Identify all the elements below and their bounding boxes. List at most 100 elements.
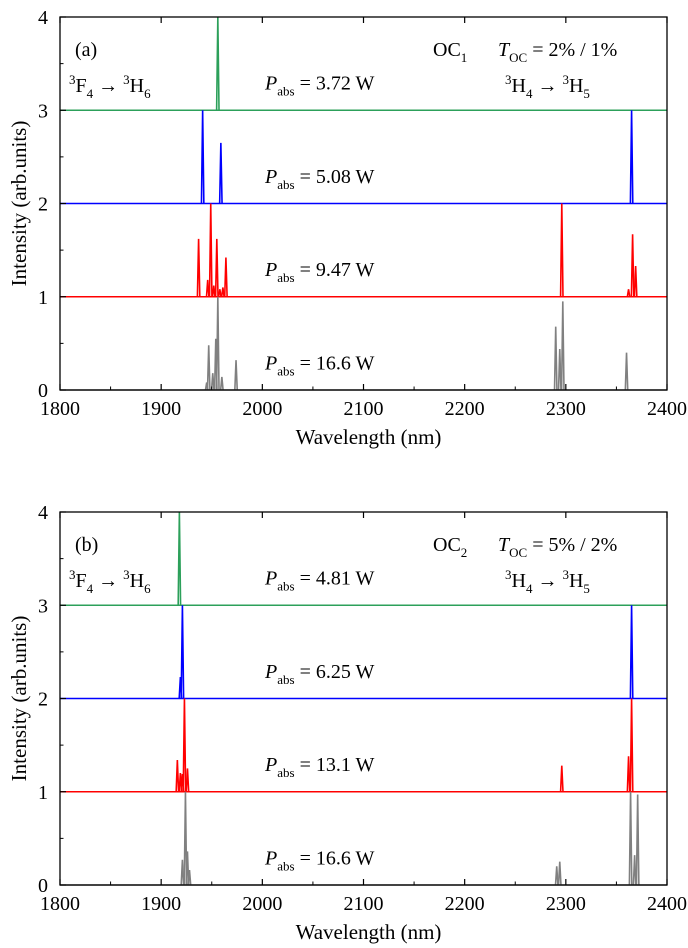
oc-sub: 1 bbox=[461, 50, 468, 65]
spectral-peak bbox=[629, 698, 634, 792]
spectral-peak bbox=[185, 768, 190, 792]
p-sub: abs bbox=[277, 858, 294, 873]
toc-main: T bbox=[498, 39, 511, 61]
spectral-peak bbox=[635, 794, 640, 886]
power-label: Pabs = 4.81 W bbox=[264, 568, 374, 594]
series-5_08W bbox=[60, 110, 667, 205]
power-label: Pabs = 3.72 W bbox=[264, 73, 374, 99]
spectral-peak bbox=[219, 376, 224, 391]
panel-b: 1800 1900 2000 2100 2200 2300 240001234Wavelen… bbox=[7, 502, 687, 944]
p-sub: abs bbox=[277, 579, 294, 594]
p-main: P bbox=[264, 754, 277, 776]
spectral-peak bbox=[557, 348, 562, 391]
spectral-peak bbox=[626, 756, 631, 792]
y-axis-label: Intensity (arb.units) bbox=[7, 616, 31, 782]
y-tick-label: 0 bbox=[38, 875, 48, 897]
x-tick-label: 2400 bbox=[647, 398, 687, 420]
toc-label: TOC = 5% / 2% bbox=[498, 534, 617, 560]
spectral-peak bbox=[200, 110, 205, 204]
spectral-peak bbox=[632, 855, 637, 886]
panel-a: 1800 1900 2000 2100 2200 2300 240001234Wavelen… bbox=[7, 7, 687, 449]
x-tick-label: 1900 bbox=[141, 893, 181, 915]
spectral-peak bbox=[210, 373, 215, 391]
power-label: Pabs = 6.25 W bbox=[264, 661, 374, 687]
toc-value: = 5% / 2% bbox=[527, 534, 617, 556]
spectral-peak bbox=[175, 760, 180, 792]
p-sub: abs bbox=[277, 270, 294, 285]
p-value: = 3.72 W bbox=[295, 73, 375, 95]
x-axis-label: Wavelength (nm) bbox=[296, 920, 442, 944]
spectral-peak bbox=[180, 859, 185, 886]
sub: 4 bbox=[526, 581, 533, 596]
oc-label: OC2 bbox=[433, 534, 467, 560]
power-label: Pabs = 16.6 W bbox=[264, 847, 374, 873]
spectral-peak bbox=[629, 605, 634, 699]
panel-label: (a) bbox=[75, 39, 97, 61]
spectral-peak bbox=[626, 289, 631, 297]
spectral-peak bbox=[180, 605, 185, 699]
sup: 3 bbox=[69, 567, 76, 582]
toc-main: T bbox=[498, 534, 511, 556]
toc-value: = 2% / 1% bbox=[527, 39, 617, 61]
y-tick-label: 0 bbox=[38, 380, 48, 402]
spectral-peak bbox=[211, 285, 216, 297]
spectral-peak bbox=[629, 110, 634, 204]
spectral-peak bbox=[208, 203, 213, 297]
spectral-peak bbox=[557, 861, 562, 886]
sup: 3 bbox=[69, 72, 76, 87]
spectral-peak bbox=[187, 870, 192, 886]
transition-3F4-3H6: 3F4 → 3H6 bbox=[69, 567, 151, 596]
spectral-peak bbox=[560, 301, 565, 391]
panel-label: (b) bbox=[75, 534, 98, 556]
power-label: Pabs = 16.6 W bbox=[264, 352, 374, 378]
sup: 3 bbox=[562, 72, 569, 87]
spectral-peak bbox=[234, 360, 239, 391]
oc-sub: 2 bbox=[461, 545, 468, 560]
sub: 6 bbox=[144, 581, 151, 596]
p-main: P bbox=[264, 568, 277, 590]
spectral-peak bbox=[553, 326, 558, 391]
p-main: P bbox=[264, 847, 277, 869]
y-tick-label: 4 bbox=[38, 502, 48, 524]
series-6_25W bbox=[60, 605, 667, 700]
p-value: = 6.25 W bbox=[295, 661, 375, 683]
x-tick-label: 2100 bbox=[344, 398, 384, 420]
transition-3H4-3H5: 3H4 → 3H5 bbox=[505, 567, 590, 596]
p-value: = 4.81 W bbox=[295, 568, 375, 590]
x-tick-label: 2000 bbox=[242, 398, 282, 420]
spectral-peak bbox=[215, 16, 220, 111]
y-tick-label: 4 bbox=[38, 7, 48, 29]
series-9_47W bbox=[60, 203, 667, 298]
sub: 4 bbox=[87, 581, 94, 596]
series-13_1W bbox=[60, 698, 667, 793]
p-sub: abs bbox=[277, 672, 294, 687]
x-axis-label: Wavelength (nm) bbox=[296, 425, 442, 449]
y-tick-label: 3 bbox=[38, 100, 48, 122]
oc-main: OC bbox=[433, 534, 461, 556]
transition-3F4-3H6: 3F4 → 3H6 bbox=[69, 72, 151, 101]
spectral-peak bbox=[177, 511, 182, 606]
x-tick-label: 2300 bbox=[546, 893, 586, 915]
p-value: = 5.08 W bbox=[295, 166, 375, 188]
x-tick-label: 2000 bbox=[242, 893, 282, 915]
spectral-peak bbox=[559, 765, 564, 792]
x-tick-label: 2300 bbox=[546, 398, 586, 420]
sup: 3 bbox=[123, 72, 130, 87]
spectral-peak bbox=[205, 279, 210, 297]
sub: 4 bbox=[526, 86, 533, 101]
power-label: Pabs = 5.08 W bbox=[264, 166, 374, 192]
spectral-peak bbox=[223, 257, 228, 297]
series-16_6W bbox=[60, 791, 667, 886]
y-tick-label: 3 bbox=[38, 595, 48, 617]
y-tick-label: 2 bbox=[38, 689, 48, 711]
power-label: Pabs = 13.1 W bbox=[264, 754, 374, 780]
p-value: = 9.47 W bbox=[295, 259, 375, 281]
power-label: Pabs = 9.47 W bbox=[264, 259, 374, 285]
spectral-peak bbox=[185, 851, 190, 886]
x-tick-label: 2100 bbox=[344, 893, 384, 915]
toc-sub: OC bbox=[509, 50, 527, 65]
spectral-peak bbox=[206, 345, 211, 391]
spectral-peak bbox=[554, 866, 559, 886]
spectral-peak bbox=[628, 791, 633, 886]
